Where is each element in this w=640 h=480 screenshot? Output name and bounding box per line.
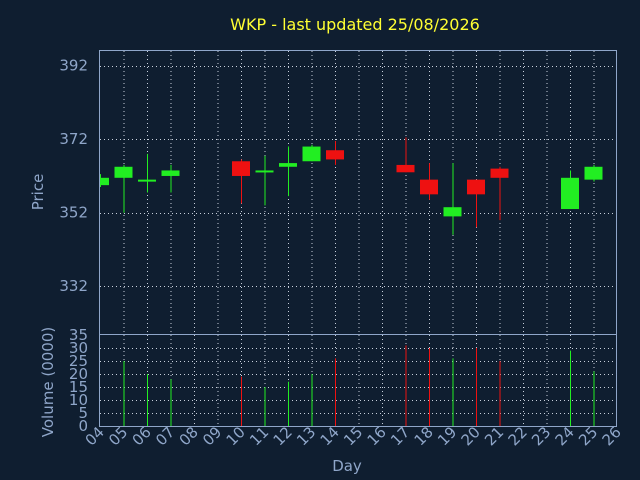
candle-07 — [161, 164, 180, 193]
day-tick-label: 11 — [246, 423, 272, 449]
day-tick-label: 10 — [223, 423, 249, 449]
candle-19 — [443, 163, 462, 235]
day-tick-label: 19 — [434, 423, 460, 449]
volume-tick-label: 25 — [69, 352, 88, 370]
day-tick-label: 25 — [575, 423, 601, 449]
candle-body — [584, 166, 603, 180]
volume-tick-label: 35 — [69, 326, 88, 344]
day-tick-labels: 0405060708091011121314151617181920212223… — [82, 423, 625, 449]
candle-14 — [326, 141, 344, 165]
candle-body — [326, 150, 344, 160]
candle-11 — [255, 155, 274, 206]
candle-21 — [490, 166, 509, 221]
day-tick-label: 12 — [270, 423, 296, 449]
candle-body — [420, 179, 438, 195]
candle-18 — [420, 163, 438, 200]
price-panel-frame — [99, 50, 617, 335]
price-tick-label: 352 — [59, 204, 88, 222]
candle-12 — [279, 146, 297, 197]
price-tick-label: 332 — [59, 277, 88, 295]
volume-series — [123, 345, 595, 426]
day-tick-label: 24 — [552, 423, 578, 449]
volume-tick-label: 15 — [69, 378, 88, 396]
day-tick-label: 13 — [293, 423, 319, 449]
candle-24 — [561, 170, 579, 210]
candle-body — [114, 166, 133, 178]
volume-tick-label: 30 — [69, 339, 88, 357]
day-axis-label: Day — [332, 457, 362, 475]
day-tick-label: 09 — [199, 423, 225, 449]
candle-25 — [584, 164, 603, 182]
day-tick-label: 07 — [152, 423, 178, 449]
price-axis-label: Price — [29, 174, 47, 211]
day-tick-label: 23 — [528, 423, 554, 449]
candle-17 — [396, 137, 415, 173]
candle-body — [161, 170, 180, 176]
candle-04 — [100, 174, 109, 187]
volume-tick-label: 5 — [78, 404, 88, 422]
candle-body — [467, 179, 485, 195]
volume-panel-frame — [99, 334, 617, 427]
candle-20 — [467, 179, 485, 228]
day-tick-label: 17 — [387, 423, 413, 449]
day-tick-label: 15 — [340, 423, 366, 449]
price-tick-label: 392 — [59, 57, 88, 75]
candle-body — [138, 179, 156, 182]
price-tick-label: 372 — [59, 130, 88, 148]
day-tick-label: 26 — [599, 423, 625, 449]
day-tick-label: 14 — [317, 423, 343, 449]
volume-tick-label: 20 — [69, 365, 88, 383]
volume-grid — [100, 335, 617, 426]
candle-13 — [302, 144, 321, 162]
day-tick-label: 20 — [458, 423, 484, 449]
candle-body — [279, 163, 297, 167]
day-tick-label: 16 — [364, 423, 390, 449]
day-tick-label: 22 — [505, 423, 531, 449]
volume-axis-label: Volume (0000) — [39, 327, 57, 437]
candle-body — [232, 161, 250, 176]
day-tick-label: 21 — [481, 423, 507, 449]
volume-tick-label: 0 — [78, 417, 88, 435]
price-tick-labels: 332 352 372 392 — [59, 57, 88, 296]
candlestick-series — [100, 137, 603, 235]
candle-body — [255, 170, 274, 173]
day-tick-label: 05 — [105, 423, 131, 449]
chart-title: WKP - last updated 25/08/2026 — [230, 15, 480, 34]
day-tick-label: 06 — [129, 423, 155, 449]
price-grid — [100, 51, 617, 334]
candle-06 — [138, 153, 156, 193]
candle-body — [302, 146, 321, 162]
candle-body — [561, 177, 579, 210]
candle-body — [443, 207, 462, 217]
candle-body — [396, 164, 415, 173]
volume-tick-label: 10 — [69, 391, 88, 409]
day-tick-label: 18 — [411, 423, 437, 449]
candle-10 — [232, 159, 250, 204]
candle-body — [490, 168, 509, 178]
candle-body — [100, 177, 109, 186]
candle-05 — [114, 164, 133, 213]
day-tick-label: 08 — [176, 423, 202, 449]
